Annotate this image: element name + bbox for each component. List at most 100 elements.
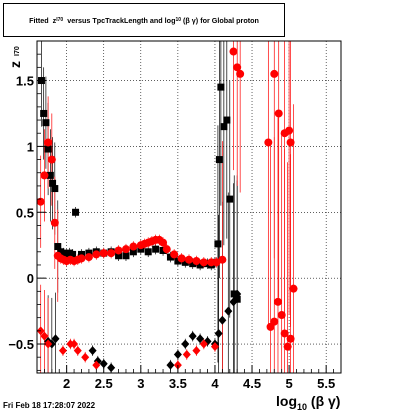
timestamp-footer: Fri Feb 18 17:28:07 2022 — [3, 401, 96, 410]
data-point — [196, 334, 205, 344]
y-tick-label: 1.5 — [16, 74, 34, 89]
y-axis-label-svg: z I70 — [7, 46, 23, 68]
data-point — [50, 218, 59, 227]
title-prefix: Fitted — [29, 15, 49, 25]
title-z-sub: I70 — [56, 17, 64, 23]
data-point — [210, 342, 219, 352]
data-point — [233, 289, 242, 299]
y-tick-label: 0.5 — [16, 205, 34, 220]
data-point — [273, 297, 282, 306]
data-point — [177, 254, 186, 263]
data-point — [283, 342, 292, 351]
data-point — [122, 252, 130, 260]
data-point — [81, 352, 90, 362]
data-point — [224, 306, 233, 316]
data-point — [289, 284, 298, 293]
data-point — [189, 260, 197, 268]
data-point — [173, 350, 182, 360]
data-point — [192, 346, 201, 356]
data-point — [218, 255, 227, 264]
title-log-sub: 10 — [175, 17, 182, 23]
data-point — [114, 246, 123, 255]
data-point — [270, 69, 279, 78]
x-tick-label: 3 — [137, 376, 144, 391]
y-axis-label-sub: I70 — [14, 46, 21, 56]
data-point — [223, 116, 231, 124]
data-point — [72, 208, 80, 216]
data-point — [174, 257, 182, 265]
data-point — [196, 261, 204, 269]
x-tick-label: 4 — [211, 376, 219, 391]
data-point — [99, 359, 108, 369]
data-point — [226, 195, 234, 203]
data-point — [58, 346, 67, 356]
data-point — [40, 109, 48, 117]
x-axis-label: log10 (β γ) — [276, 393, 340, 412]
chart-title: Fitted z I70 versus TpcTrackLength and lo… — [3, 3, 285, 37]
data-point — [217, 83, 225, 91]
data-point — [220, 123, 228, 131]
y-axis-label: z I70 — [6, 46, 28, 89]
data-point — [44, 145, 52, 153]
data-point — [181, 339, 190, 349]
data-point — [115, 252, 123, 260]
x-tick-label: 3.5 — [169, 376, 187, 391]
data-point — [44, 138, 53, 147]
data-point — [159, 238, 168, 247]
data-point — [73, 346, 82, 356]
data-point — [166, 253, 174, 261]
data-point — [99, 249, 108, 258]
data-point — [170, 250, 179, 259]
x-tick-label: 2.5 — [95, 376, 113, 391]
data-point — [107, 363, 116, 373]
y-tick-label: 0 — [27, 271, 34, 286]
data-point — [166, 360, 175, 370]
grid-lines — [37, 41, 341, 373]
data-point — [40, 171, 49, 180]
data-point — [92, 250, 101, 259]
data-point — [129, 242, 138, 251]
data-point — [47, 155, 56, 164]
data-point — [274, 109, 283, 118]
data-point — [129, 248, 137, 256]
data-point — [199, 258, 208, 267]
data-point — [46, 171, 54, 179]
data-point — [280, 329, 289, 338]
data-point — [285, 126, 294, 135]
data-point — [286, 138, 295, 147]
data-point — [218, 315, 227, 325]
data-point — [44, 339, 53, 349]
title-suffix: (β γ) for Global proton — [183, 15, 259, 25]
data-point — [88, 346, 97, 356]
plot-frame — [36, 40, 342, 374]
data-point — [42, 119, 50, 127]
data-point — [144, 248, 152, 256]
data-markers — [36, 47, 298, 373]
data-point — [215, 156, 223, 164]
data-point — [286, 334, 295, 343]
data-point — [152, 245, 160, 253]
data-point — [121, 245, 130, 254]
data-point — [185, 255, 193, 264]
data-point — [92, 360, 101, 370]
data-point — [229, 47, 238, 56]
data-point — [214, 328, 223, 338]
data-point — [214, 240, 222, 248]
data-point — [236, 69, 245, 78]
data-point — [192, 257, 201, 266]
data-point — [54, 243, 62, 251]
x-tick-label: 2 — [63, 376, 70, 391]
data-point — [77, 254, 86, 263]
y-axis-label-z: z — [7, 61, 23, 68]
x-axis-label-suffix: (β γ) — [310, 393, 341, 409]
title-middle: versus TpcTrackLength and log — [67, 15, 176, 25]
data-point — [51, 334, 60, 344]
x-axis-label-sub: 10 — [297, 401, 308, 412]
data-point — [264, 138, 273, 147]
title-z: z — [52, 15, 57, 25]
data-point — [51, 185, 59, 193]
data-point — [49, 179, 57, 187]
data-point — [70, 339, 79, 349]
data-point — [233, 63, 242, 72]
